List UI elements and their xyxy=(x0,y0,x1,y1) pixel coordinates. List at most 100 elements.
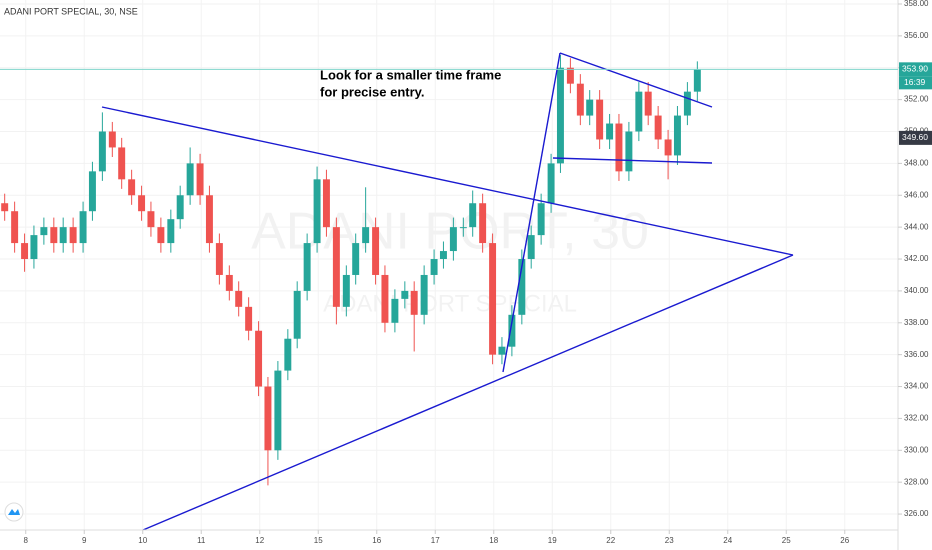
candle-body xyxy=(693,69,701,92)
x-tick-label: 12 xyxy=(255,536,264,545)
x-tick-label: 26 xyxy=(840,536,849,545)
candle-body xyxy=(606,123,614,140)
candle-body xyxy=(157,227,165,244)
candle-body xyxy=(391,298,399,323)
x-tick-label: 8 xyxy=(24,536,29,545)
last-price-tag xyxy=(899,62,932,77)
y-tick-label: 334.00 xyxy=(904,382,929,391)
price-axis xyxy=(898,0,932,550)
y-tick-label: 328.00 xyxy=(904,477,929,486)
candle-body xyxy=(215,243,223,275)
candle-body xyxy=(381,274,389,323)
candle-body xyxy=(1,203,9,212)
candle-body xyxy=(508,314,516,347)
candle-body xyxy=(303,243,311,291)
candle-body xyxy=(11,211,19,244)
candle-body xyxy=(205,195,213,244)
x-tick-label: 15 xyxy=(314,536,323,545)
x-tick-label: 10 xyxy=(138,536,147,545)
candle-body xyxy=(332,227,340,307)
annotation: for precise entry. xyxy=(320,84,425,99)
marker-label: 349.60 xyxy=(902,132,928,142)
candle-body xyxy=(489,243,497,355)
candle-body xyxy=(322,179,330,228)
countdown-label: 16:39 xyxy=(904,77,926,87)
y-tick-label: 346.00 xyxy=(904,190,929,199)
candle-body xyxy=(128,179,136,196)
annotation: Look for a smaller time frame xyxy=(320,67,501,82)
x-tick-label: 25 xyxy=(782,536,791,545)
y-tick-label: 332.00 xyxy=(904,414,929,423)
candle-body xyxy=(586,99,594,116)
candle-body xyxy=(118,147,126,180)
y-tick-label: 338.00 xyxy=(904,318,929,327)
candle-body xyxy=(352,243,360,275)
candle-body xyxy=(469,203,477,228)
candle-body xyxy=(664,139,672,156)
x-tick-label: 16 xyxy=(372,536,381,545)
countdown-tag xyxy=(899,76,932,90)
candle-body xyxy=(683,91,691,116)
last-price-label: 353.90 xyxy=(902,64,928,74)
candle-body xyxy=(401,290,409,299)
candle-body xyxy=(108,131,116,148)
candle-body xyxy=(439,251,447,260)
candle-body xyxy=(59,227,67,244)
candle-body xyxy=(410,290,418,315)
y-tick-label: 358.00 xyxy=(904,0,929,8)
candle-body xyxy=(615,123,623,172)
logo[interactable] xyxy=(4,502,24,522)
candles xyxy=(1,54,701,486)
candle-body xyxy=(547,163,555,204)
candle-body xyxy=(635,91,643,132)
trendline xyxy=(101,106,794,256)
candle-body xyxy=(225,274,233,291)
x-tick-label: 19 xyxy=(548,536,557,545)
candle-body xyxy=(98,131,106,172)
trendline xyxy=(559,52,713,108)
candle-body xyxy=(30,235,38,260)
trendline xyxy=(552,157,713,164)
candle-body xyxy=(167,219,175,244)
marker-tag xyxy=(899,130,932,145)
candle-body xyxy=(362,227,370,244)
candle-body xyxy=(566,67,574,84)
candle-body xyxy=(449,227,457,252)
x-tick-label: 18 xyxy=(489,536,498,545)
grid xyxy=(0,0,898,530)
candle-body xyxy=(69,227,77,244)
candle-body xyxy=(556,67,564,164)
candle-body xyxy=(284,338,292,371)
candle-body xyxy=(88,171,96,212)
chart-title: ADANI PORT SPECIAL, 30, NSE xyxy=(4,6,138,16)
candle-body xyxy=(673,115,681,156)
candle-body xyxy=(654,115,662,140)
y-tick-label: 342.00 xyxy=(904,254,929,263)
candle-body xyxy=(264,386,272,451)
candle-body xyxy=(21,243,29,260)
watermark-sub: ADANI PORT SPECIAL xyxy=(323,290,577,317)
y-tick-label: 326.00 xyxy=(904,509,929,518)
candle-body xyxy=(537,203,545,236)
candle-body xyxy=(420,274,428,315)
candle-body xyxy=(479,203,487,244)
candle-body xyxy=(40,227,48,236)
candle-body xyxy=(176,195,184,220)
candle-body xyxy=(313,179,321,244)
y-tick-label: 336.00 xyxy=(904,350,929,359)
candle-body xyxy=(372,227,380,275)
y-tick-label: 344.00 xyxy=(904,222,929,231)
candle-body xyxy=(196,163,204,196)
x-tick-label: 24 xyxy=(723,536,732,545)
y-tick-label: 330.00 xyxy=(904,445,929,454)
candle-body xyxy=(644,91,652,116)
candle-body xyxy=(255,330,263,387)
candle-body xyxy=(50,227,58,244)
candle-body xyxy=(518,259,526,315)
trendlines xyxy=(101,52,794,531)
y-tick-label: 352.00 xyxy=(904,95,929,104)
candle-body xyxy=(498,346,506,355)
candle-body xyxy=(625,131,633,172)
candle-body xyxy=(138,195,146,212)
